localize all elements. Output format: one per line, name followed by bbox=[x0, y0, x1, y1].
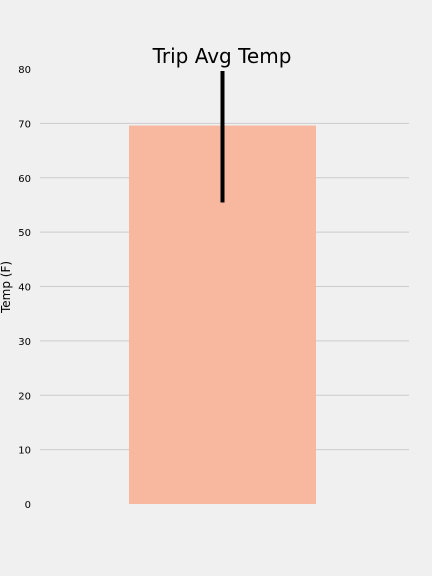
y-tick-label: 0 bbox=[25, 500, 31, 511]
chart-title: Trip Avg Temp bbox=[152, 44, 292, 68]
y-tick-label: 20 bbox=[18, 391, 31, 402]
y-tick-label: 50 bbox=[18, 228, 31, 239]
y-tick-label: 70 bbox=[18, 119, 31, 130]
y-tick-labels: 0 10 20 30 40 50 60 70 80 bbox=[18, 65, 31, 511]
y-tick-label: 60 bbox=[18, 174, 31, 185]
y-tick-label: 30 bbox=[18, 337, 31, 348]
y-axis-label: Temp (F) bbox=[0, 261, 13, 314]
y-tick-label: 10 bbox=[18, 446, 31, 457]
y-tick-label: 40 bbox=[18, 283, 31, 294]
y-tick-label: 80 bbox=[18, 65, 31, 76]
